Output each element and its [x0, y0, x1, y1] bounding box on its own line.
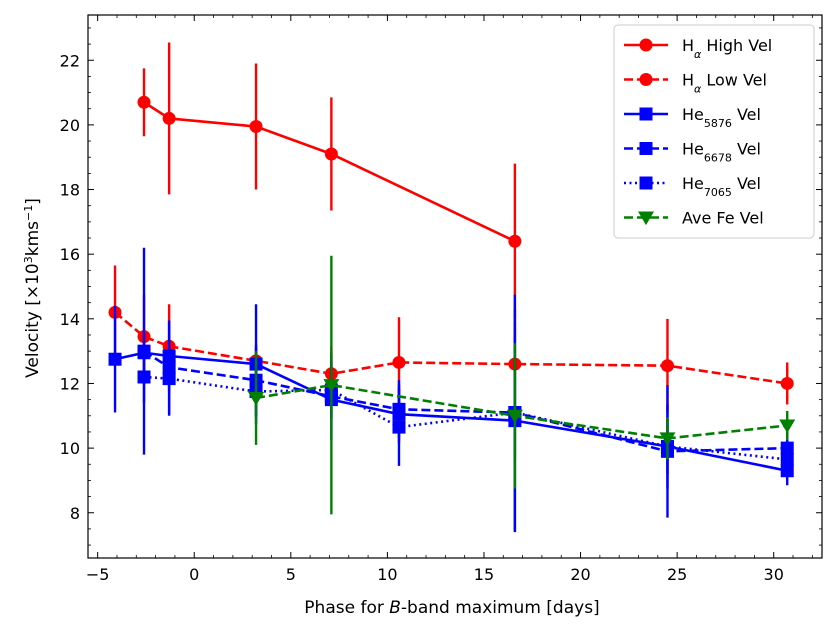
data-point	[780, 376, 794, 390]
data-point	[660, 359, 674, 373]
series-he5876-vel	[108, 304, 794, 533]
data-point	[780, 452, 794, 466]
series-line	[114, 311, 788, 385]
series-line	[143, 375, 788, 461]
data-point	[508, 234, 522, 248]
x-tick-label: 0	[189, 565, 199, 584]
data-point	[137, 370, 151, 384]
x-tick-label: 5	[286, 565, 296, 584]
data-point	[248, 392, 265, 406]
y-tick-label: 12	[60, 374, 80, 393]
data-point	[162, 111, 176, 125]
x-axis-label: Phase for B-band maximum [days]	[304, 598, 599, 618]
legend-entry-he6678-vel: He6678 Vel	[624, 140, 761, 165]
legend-box	[613, 24, 815, 239]
legend-entry-h-high-vel: Hα High Vel	[624, 36, 772, 61]
series-line	[143, 350, 788, 453]
legend-entry-h-low-vel: Hα Low Vel	[624, 71, 767, 96]
y-tick-label: 18	[60, 181, 80, 200]
data-point	[659, 432, 676, 447]
series-line	[143, 101, 516, 243]
legend: Hα High Vel Hα Low Vel He5876 Vel He6678 Ve…	[613, 24, 815, 239]
x-tick-label: 15	[474, 565, 494, 584]
series-h-high-vel	[137, 42, 522, 319]
x-tick-label: −5	[86, 565, 110, 584]
y-tick-label: 20	[60, 116, 80, 135]
legend-label: He7065 Vel	[682, 174, 761, 199]
legend-marker	[639, 73, 653, 86]
legend-label: He5876 Vel	[682, 105, 761, 130]
series-h-low-vel	[108, 265, 794, 413]
data-point	[779, 419, 796, 434]
legend-marker	[639, 142, 653, 155]
legend-label: Hα High Vel	[682, 36, 772, 61]
x-tick-label: 10	[377, 565, 397, 584]
legend-marker	[639, 107, 653, 121]
legend-entry-he5876-vel: He5876 Vel	[624, 105, 761, 130]
axes-layer: −5 0 5 10 15 20 25 30 8 10 12 14 16 18 20 22	[60, 14, 823, 584]
data-point	[324, 147, 338, 161]
data-point	[323, 379, 340, 393]
legend-marker	[639, 176, 653, 190]
legend-marker	[639, 38, 653, 52]
legend-entry-ave-fe-vel: Ave Fe Vel	[624, 209, 764, 228]
data-point	[392, 355, 406, 369]
y-tick-label: 8	[70, 504, 80, 523]
data-point	[108, 352, 122, 366]
x-tick-label: 20	[570, 565, 590, 584]
series-he6678-vel	[137, 247, 794, 531]
data-point	[392, 420, 406, 434]
x-tick-label: 30	[764, 565, 784, 584]
data-point	[137, 95, 151, 109]
y-tick-label: 14	[60, 310, 80, 329]
data-point	[506, 409, 523, 424]
y-tick-label: 16	[60, 245, 80, 264]
data-point	[249, 120, 263, 134]
legend-label: Hα Low Vel	[682, 71, 767, 96]
y-axis-label: Velocity [×103kms−1]	[22, 198, 44, 378]
series-ave-fe-vel	[248, 255, 796, 515]
legend-entry-he7065-vel: He7065 Vel	[624, 174, 761, 199]
legend-label: Ave Fe Vel	[682, 209, 764, 228]
legend-marker	[638, 211, 654, 226]
y-tick-label: 22	[60, 51, 80, 70]
y-tick-label: 10	[60, 439, 80, 458]
x-tick-label: 25	[667, 565, 687, 584]
data-layer	[108, 42, 796, 533]
legend-label: He6678 Vel	[682, 140, 761, 165]
data-point	[162, 372, 176, 386]
